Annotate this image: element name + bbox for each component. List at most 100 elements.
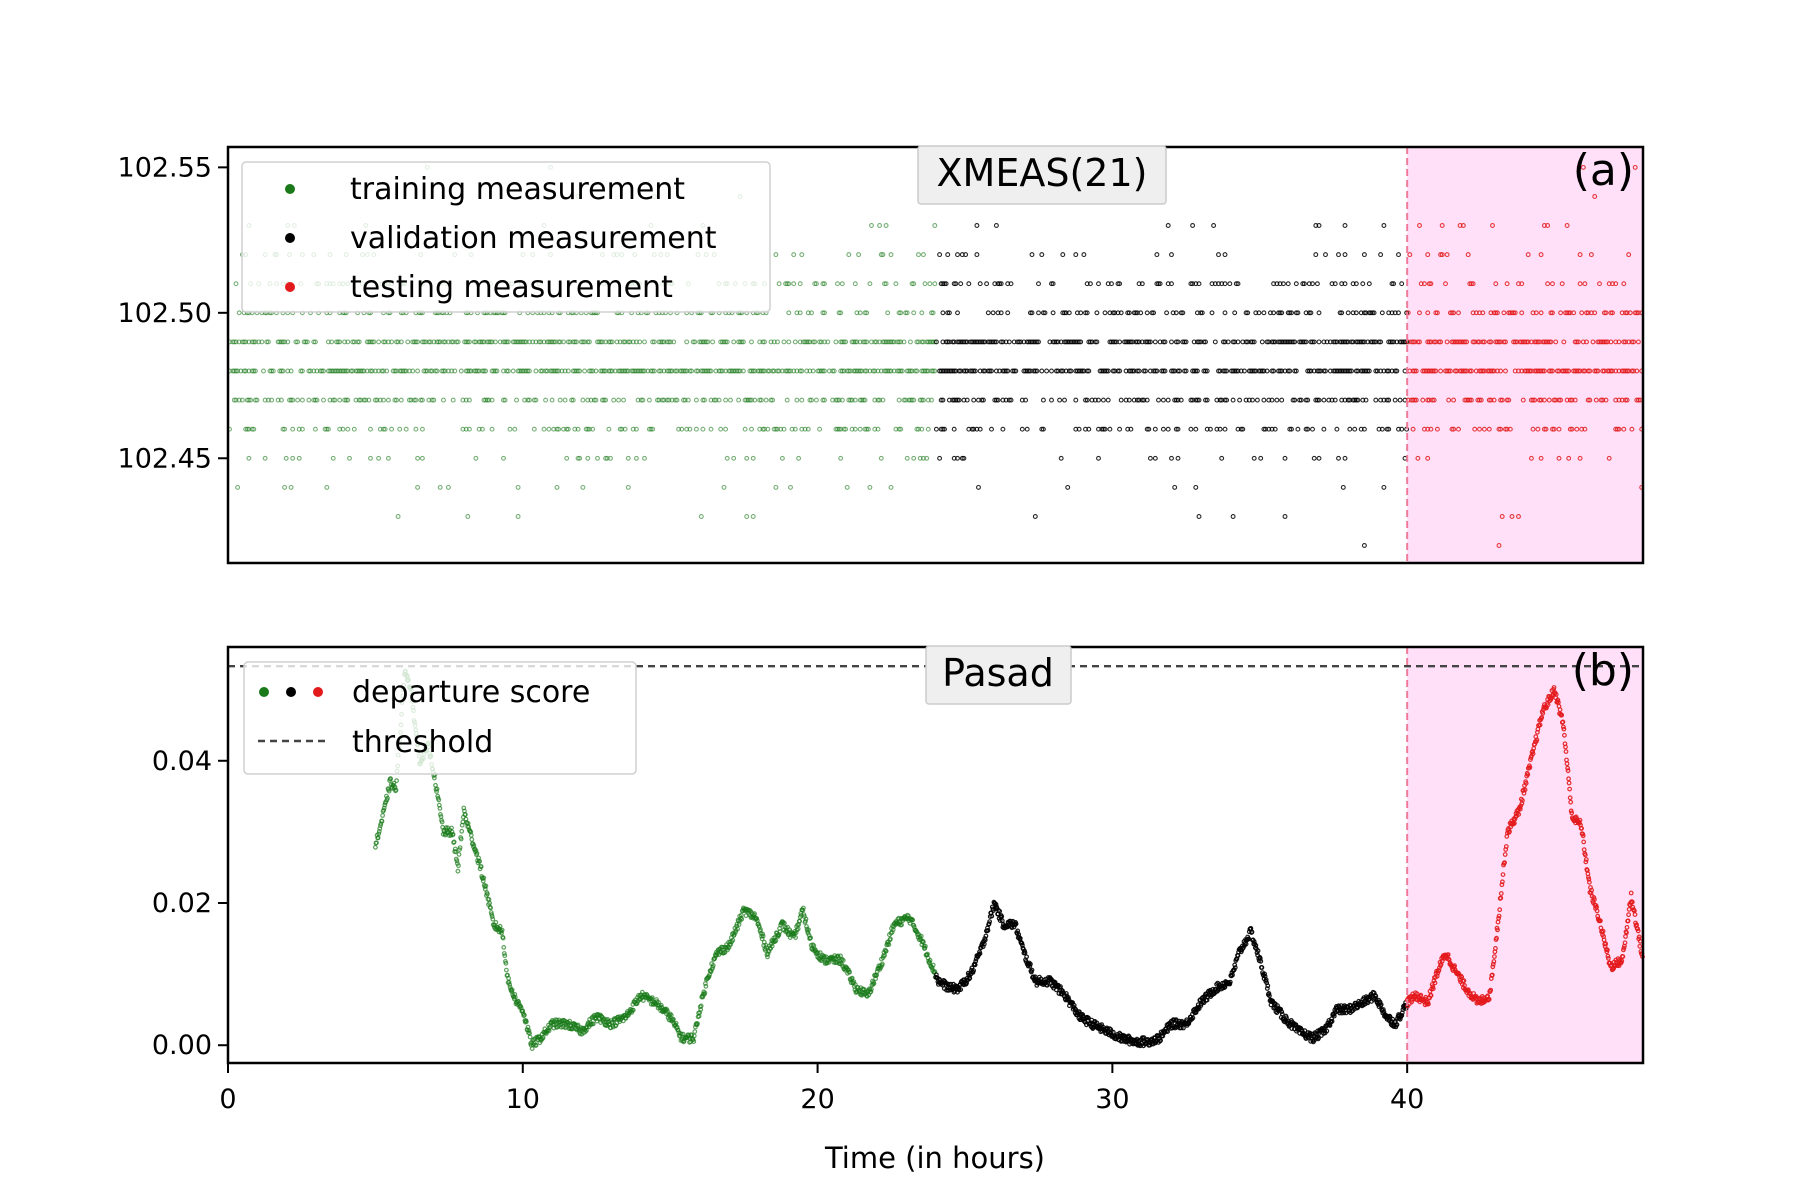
measurement-point bbox=[1436, 339, 1442, 345]
measurement-point bbox=[723, 397, 729, 403]
measurement-point bbox=[252, 368, 258, 374]
measurement-point bbox=[909, 281, 915, 287]
measurement-point bbox=[950, 368, 956, 374]
measurement-point bbox=[1063, 339, 1069, 345]
score-point bbox=[463, 812, 468, 818]
measurement-point bbox=[389, 426, 395, 432]
measurement-point bbox=[554, 484, 560, 490]
measurement-point bbox=[1496, 426, 1502, 432]
measurement-point bbox=[1412, 339, 1418, 345]
measurement-point bbox=[285, 339, 291, 345]
measurement-point bbox=[1138, 310, 1144, 316]
measurement-point bbox=[332, 397, 338, 403]
score-point bbox=[486, 897, 492, 902]
measurement-point bbox=[1112, 339, 1118, 345]
score-point bbox=[455, 868, 461, 874]
measurement-point bbox=[488, 339, 493, 345]
measurement-point bbox=[1193, 281, 1199, 287]
measurement-point bbox=[515, 368, 521, 374]
measurement-point bbox=[1062, 397, 1067, 403]
measurement-point bbox=[969, 368, 975, 374]
measurement-point bbox=[243, 339, 249, 345]
measurement-point bbox=[565, 339, 571, 345]
measurement-point bbox=[1216, 252, 1221, 258]
measurement-point bbox=[938, 397, 944, 403]
measurement-point bbox=[859, 368, 865, 374]
measurement-point bbox=[293, 339, 299, 345]
measurement-point bbox=[306, 397, 312, 403]
measurement-point bbox=[1535, 339, 1541, 345]
x-tick-label: 40 bbox=[1390, 1084, 1424, 1115]
measurement-point bbox=[1624, 397, 1630, 403]
measurement-point bbox=[1608, 368, 1614, 374]
panel-b-title: Pasad bbox=[942, 651, 1054, 695]
measurement-point bbox=[591, 397, 597, 403]
measurement-point bbox=[1100, 397, 1106, 403]
score-point bbox=[1594, 908, 1600, 914]
measurement-point bbox=[758, 368, 764, 374]
measurement-point bbox=[1042, 310, 1048, 316]
measurement-point bbox=[779, 368, 785, 374]
measurement-point bbox=[1384, 397, 1390, 403]
measurement-point bbox=[1204, 368, 1210, 374]
measurement-point bbox=[389, 339, 395, 345]
measurement-point bbox=[1410, 339, 1416, 345]
measurement-point bbox=[1603, 339, 1609, 345]
y-tick-label: 0.02 bbox=[152, 888, 212, 919]
measurement-point bbox=[381, 339, 386, 345]
measurement-point bbox=[1426, 368, 1432, 374]
measurement-point bbox=[1361, 426, 1367, 432]
measurement-point bbox=[1245, 310, 1251, 316]
measurement-point bbox=[1235, 426, 1241, 432]
measurement-point bbox=[791, 252, 797, 258]
measurement-point bbox=[857, 368, 863, 374]
measurement-point bbox=[1425, 310, 1431, 316]
measurement-point bbox=[1501, 339, 1507, 345]
measurement-point bbox=[1147, 368, 1153, 374]
measurement-point bbox=[1428, 426, 1434, 432]
measurement-point bbox=[888, 339, 894, 345]
measurement-point bbox=[1447, 310, 1453, 316]
score-point bbox=[1589, 887, 1594, 893]
score-point bbox=[533, 1042, 539, 1048]
measurement-point bbox=[744, 514, 750, 519]
measurement-point bbox=[838, 455, 844, 461]
measurement-point bbox=[321, 368, 326, 374]
score-point bbox=[1537, 722, 1543, 728]
measurement-point bbox=[943, 281, 949, 287]
score-point bbox=[1507, 829, 1512, 834]
measurement-point bbox=[1160, 397, 1166, 403]
measurement-point bbox=[637, 339, 643, 345]
measurement-point bbox=[1190, 397, 1196, 403]
measurement-point bbox=[1486, 397, 1492, 403]
measurement-point bbox=[410, 368, 416, 374]
measurement-point bbox=[1344, 368, 1350, 374]
measurement-point bbox=[1412, 368, 1418, 374]
measurement-point bbox=[325, 426, 331, 432]
measurement-point bbox=[1368, 339, 1374, 345]
measurement-point bbox=[1321, 368, 1327, 374]
score-point bbox=[754, 916, 760, 921]
measurement-point bbox=[1289, 426, 1294, 432]
measurement-point bbox=[1381, 484, 1387, 490]
measurement-point bbox=[630, 426, 636, 432]
measurement-point bbox=[434, 339, 440, 345]
measurement-point bbox=[1588, 252, 1594, 258]
measurement-point bbox=[1049, 397, 1054, 403]
measurement-point bbox=[580, 339, 586, 345]
measurement-point bbox=[642, 455, 647, 461]
score-point bbox=[736, 922, 742, 927]
score-point bbox=[735, 926, 740, 932]
measurement-point bbox=[849, 397, 855, 403]
score-point bbox=[451, 839, 457, 845]
measurement-point bbox=[1251, 455, 1257, 461]
measurement-point bbox=[703, 339, 709, 345]
measurement-point bbox=[1585, 368, 1591, 374]
measurement-point bbox=[1631, 368, 1637, 374]
measurement-point bbox=[1316, 368, 1322, 374]
measurement-point bbox=[964, 368, 970, 374]
measurement-point bbox=[330, 455, 336, 461]
measurement-point bbox=[1582, 426, 1588, 432]
measurement-point bbox=[1092, 339, 1098, 345]
measurement-point bbox=[956, 339, 962, 345]
